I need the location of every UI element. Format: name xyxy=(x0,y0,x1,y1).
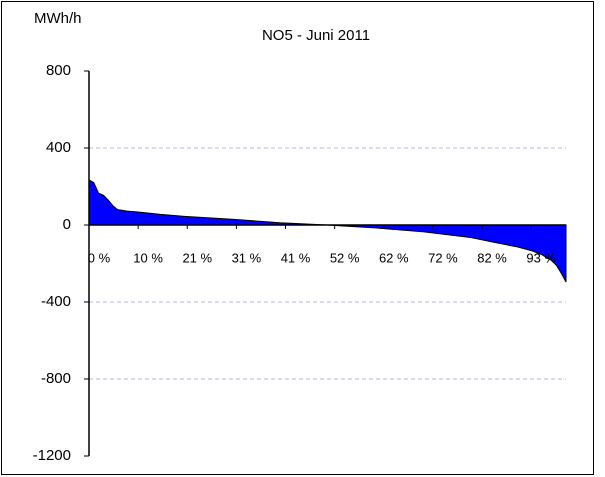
y-tick-label: -1200 xyxy=(33,447,71,464)
x-tick-label: 10 % xyxy=(133,250,163,265)
chart-title: NO5 - Juni 2011 xyxy=(262,27,370,44)
x-tick-label: 31 % xyxy=(232,250,262,265)
x-tick-label: 0 % xyxy=(88,250,111,265)
y-tick-label: -800 xyxy=(41,370,71,387)
x-tick-label: 21 % xyxy=(182,250,212,265)
x-tick-label: 52 % xyxy=(330,250,360,265)
x-tick-label: 41 % xyxy=(281,250,311,265)
y-tick-label: 400 xyxy=(46,139,71,156)
y-tick-label: -400 xyxy=(41,293,71,310)
x-tick-label: 62 % xyxy=(379,250,409,265)
y-axis-label: MWh/h xyxy=(34,10,82,27)
x-tick-label: 72 % xyxy=(428,250,458,265)
y-tick-label: 0 xyxy=(63,216,71,233)
y-tick-label: 800 xyxy=(46,62,71,79)
x-tick-label: 93 % xyxy=(526,250,556,265)
x-tick-label: 82 % xyxy=(477,250,507,265)
